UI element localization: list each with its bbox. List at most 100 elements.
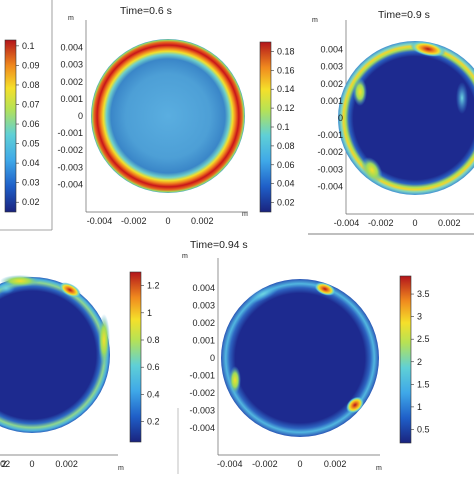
- colorbar: [399, 275, 412, 444]
- y-tick-label: -0.002: [317, 147, 343, 157]
- x-tick-label: 0.002: [191, 216, 214, 226]
- colorbar-tick-label: 0.12: [277, 103, 295, 113]
- y-tick-label: 0: [210, 353, 215, 363]
- colorbar-tick-label: 0.16: [277, 65, 295, 75]
- y-tick-label: 0.001: [320, 96, 343, 106]
- x-tick-label: -0.004: [217, 459, 243, 469]
- colorbar-tick-label: 0.4: [147, 389, 160, 399]
- y-tick-label: 0.003: [320, 62, 343, 72]
- colorbar-tick-label: 0.04: [22, 158, 40, 168]
- colorbar-tick-label: 1.5: [417, 379, 430, 389]
- colorbar-tick-label: 3: [417, 312, 422, 322]
- colorbar-tick-label: 0.18: [277, 46, 295, 56]
- panel-time-0-9: Time=0.9 s m 0.004 0.003 0.002 0.001 0 -0.001…: [312, 9, 474, 228]
- hotspot: [98, 314, 110, 366]
- colorbar-tick-label: 1.2: [147, 281, 160, 291]
- hotspot: [346, 396, 364, 414]
- colorbar-tick-label: 0.1: [277, 122, 290, 132]
- panel-bottom-left: m -0.002 0 0.002 2 1.2 1 0.8 0.6 0.4 0.2: [0, 271, 160, 472]
- time-label: Time=0.6 s: [120, 5, 172, 17]
- colorbar-tick-label: 0.08: [22, 80, 40, 90]
- x-tick-label: -0.002: [368, 218, 394, 228]
- hotspot: [314, 282, 336, 296]
- y-tick-label: -0.004: [317, 181, 343, 191]
- x-tick-label: -0.002: [252, 459, 278, 469]
- y-tick-label: 0.002: [60, 77, 83, 87]
- colorbar-tick-label: 0.09: [22, 60, 40, 70]
- y-tick-label: -0.001: [317, 130, 343, 140]
- x-tick-label: -0.002: [0, 459, 10, 469]
- y-tick-label: 0.003: [192, 300, 215, 310]
- field-disk: [338, 41, 474, 195]
- y-tick-label: -0.004: [57, 179, 83, 189]
- x-tick-label: 0: [29, 459, 34, 469]
- colorbar-tick-label: 0.6: [147, 362, 160, 372]
- colorbar-tick-label: 0.5: [417, 424, 430, 434]
- legend-colorbar-gradient: [4, 39, 17, 213]
- time-label: Time=0.9 s: [378, 9, 430, 21]
- legend-colorbar: 0.1 0.09 0.08 0.07 0.06 0.05 0.04 0.03 0.02: [4, 39, 40, 213]
- colorbar-tick-label: 2.5: [417, 334, 430, 344]
- colorbar-tick-label: 0.07: [22, 100, 40, 110]
- x-tick-label: -0.004: [334, 218, 360, 228]
- colorbar-tick-label: 0.03: [22, 178, 40, 188]
- y-axis-unit: m: [182, 253, 188, 260]
- colorbar-tick-label: 0.14: [277, 84, 295, 94]
- y-axis-unit: m: [312, 17, 318, 24]
- colorbar-tick-label: 0.02: [277, 198, 295, 208]
- x-tick-label: 0.002: [324, 459, 347, 469]
- x-axis-unit: m: [376, 465, 382, 472]
- y-tick-label: 0.001: [192, 335, 215, 345]
- colorbar-tick-label: 0.06: [22, 119, 40, 129]
- colorbar-tick-label: 3.5: [417, 289, 430, 299]
- colorbar-tick-label: 0.08: [277, 141, 295, 151]
- y-tick-label: 0.004: [60, 43, 83, 53]
- panel-time-0-94: Time=0.94 s m m 0.004 0.003 0.002 0.001 0 -0.…: [182, 239, 430, 472]
- field-disk: [0, 277, 110, 433]
- hotspot: [353, 78, 367, 106]
- y-axis-unit: m: [68, 15, 74, 22]
- hotspot: [456, 82, 468, 114]
- x-tick-label: 0.002: [55, 459, 78, 469]
- field-disk: [91, 39, 245, 193]
- y-tick-label: 0.004: [192, 283, 215, 293]
- colorbar-tick-label: 1: [147, 308, 152, 318]
- colorbar-tick-label: 0.06: [277, 160, 295, 170]
- hotspot: [229, 366, 241, 394]
- y-tick-label: -0.001: [189, 371, 215, 381]
- x-tick-label: 0: [412, 218, 417, 228]
- x-tick-label: 0: [297, 459, 302, 469]
- hotspot: [0, 282, 15, 294]
- x-axis-unit: m: [242, 211, 248, 218]
- x-tick-label: 0.002: [438, 218, 461, 228]
- y-tick-label: 0.004: [320, 45, 343, 55]
- colorbar-tick-label: 0.8: [147, 335, 160, 345]
- x-tick-label: -0.002: [121, 216, 147, 226]
- y-tick-label: -0.004: [189, 423, 215, 433]
- y-tick-label: 0.001: [60, 94, 83, 104]
- y-tick-label: 0: [78, 111, 83, 121]
- y-tick-label: -0.002: [189, 388, 215, 398]
- y-tick-label: -0.002: [57, 145, 83, 155]
- colorbar-tick-label: 0.04: [277, 179, 295, 189]
- y-tick-label: 0.002: [192, 318, 215, 328]
- y-tick-label: -0.003: [57, 162, 83, 172]
- y-tick-label: -0.003: [317, 164, 343, 174]
- y-tick-label: -0.003: [189, 406, 215, 416]
- y-tick-label: 0.002: [320, 79, 343, 89]
- y-tick-label: -0.001: [57, 128, 83, 138]
- colorbar-tick-label: 1: [417, 402, 422, 412]
- hotspot: [410, 41, 446, 57]
- x-tick-label: 2: [1, 459, 6, 469]
- colorbar-tick-label: 2: [417, 357, 422, 367]
- y-tick-label: 0: [338, 113, 343, 123]
- colorbar-tick-label: 0.1: [22, 41, 35, 51]
- y-tick-label: 0.003: [60, 60, 83, 70]
- colorbar: [259, 41, 272, 213]
- panel-time-0-6: Time=0.6 s m m 0.004 0.003 0.002 0.001 0 -0.0…: [57, 5, 294, 226]
- hotspot: [246, 284, 280, 304]
- hotspot: [361, 157, 383, 183]
- colorbar-tick-label: 0.05: [22, 139, 40, 149]
- colorbar-tick-label: 0.2: [147, 417, 160, 427]
